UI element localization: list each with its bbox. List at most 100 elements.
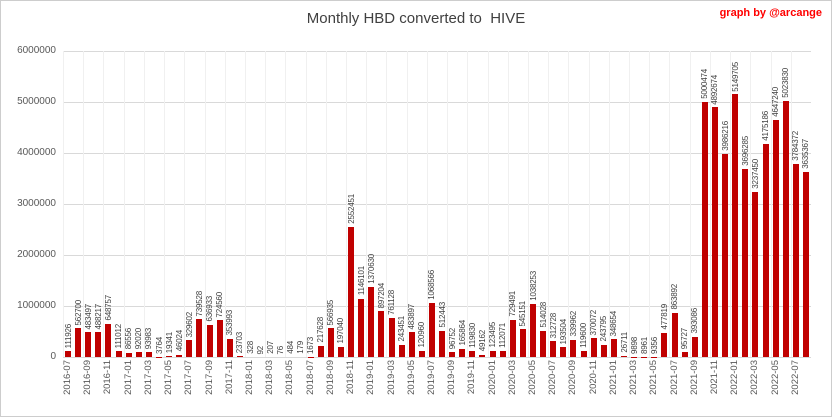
bar — [428, 302, 435, 357]
bar-value-label: 179 — [296, 341, 306, 354]
bar — [226, 338, 233, 357]
x-axis-label: 2022-05 — [769, 360, 781, 395]
bar — [621, 355, 627, 357]
x-axis-label: 2022-01 — [729, 360, 741, 395]
plot-area: 111926 562700 483497 488217 648757 111012 8655… — [63, 50, 811, 358]
x-axis-label: 2020-05 — [527, 360, 539, 395]
chart-title: Monthly HBD converted to HIVE — [306, 10, 526, 27]
x-axis-label: 2019-09 — [446, 360, 458, 395]
bar-value-label: 111012 — [114, 324, 124, 349]
bar — [631, 356, 638, 357]
y-axis: 0 1000000 2000000 3000000 4000000 5000000 6000… — [1, 45, 56, 362]
bar — [388, 318, 395, 357]
bar-value-label: 4892674 — [710, 74, 720, 105]
bar-value-label: 92 — [255, 345, 265, 355]
bar — [236, 355, 243, 357]
bar-value-label: 370072 — [589, 309, 599, 336]
gridline-vertical — [527, 51, 529, 357]
bar — [792, 164, 799, 357]
x-axis-label: 2020-11 — [587, 360, 599, 395]
bar-value-label: 96752 — [447, 327, 457, 350]
y-axis-label: 0 — [50, 351, 56, 362]
y-axis-label: 1000000 — [17, 300, 56, 311]
bar — [368, 287, 375, 357]
x-axis-label: 2017-11 — [223, 360, 235, 395]
bar-value-label: 119600 — [579, 323, 589, 348]
bar-value-label: 3237450 — [750, 159, 760, 189]
bar — [186, 340, 193, 357]
bar — [439, 330, 446, 357]
bar-value-label: 86556 — [124, 328, 134, 350]
bar — [519, 329, 526, 357]
gridline-vertical — [386, 51, 388, 357]
bar — [722, 153, 729, 357]
bar-value-label: 3986216 — [720, 120, 730, 151]
bar-value-label: 484 — [285, 341, 295, 354]
gridline-vertical — [164, 51, 166, 357]
bar-value-label: 1068566 — [427, 269, 437, 300]
bar-value-label: 3764 — [154, 336, 164, 354]
x-axis-label: 2017-09 — [203, 360, 215, 395]
bar-value-label: 761128 — [387, 290, 396, 316]
bar-value-label: 1673 — [306, 336, 316, 354]
bar — [166, 356, 173, 357]
x-axis-label: 2020-09 — [567, 360, 579, 395]
x-axis-label: 2021-09 — [688, 360, 700, 395]
bar-value-label: 193504 — [558, 318, 568, 345]
bar — [459, 348, 466, 357]
bar-value-label: 477819 — [659, 304, 669, 330]
gridline-vertical — [568, 51, 570, 357]
bar-value-label: 3696285 — [740, 135, 750, 166]
bar-value-label: 1146101 — [356, 266, 366, 296]
gridline-vertical — [507, 51, 509, 357]
bar — [216, 320, 223, 357]
x-axis-label: 2019-07 — [425, 360, 437, 395]
bar-value-label: 863892 — [670, 284, 680, 310]
gridline-vertical — [689, 51, 691, 357]
x-axis-label: 2018-01 — [244, 360, 255, 395]
y-axis-label: 5000000 — [17, 96, 56, 107]
bar — [378, 311, 385, 357]
bar — [135, 352, 142, 357]
x-axis-label: 2017-07 — [183, 360, 195, 395]
bar — [489, 350, 496, 357]
gridline-vertical — [346, 51, 348, 357]
x-axis-label: 2019-11 — [466, 360, 478, 395]
gridline-vertical — [83, 51, 85, 357]
y-axis-label: 2000000 — [17, 249, 56, 260]
bar-value-label: 483497 — [83, 303, 93, 330]
gridline-vertical — [366, 51, 368, 357]
bar-value-label: 339962 — [568, 311, 578, 337]
x-axis-label: 2022-07 — [789, 360, 801, 395]
gridline — [63, 101, 811, 103]
gridline — [63, 305, 811, 307]
gridline-vertical — [63, 51, 64, 357]
x-axis-label: 2020-07 — [547, 360, 559, 395]
bar — [105, 323, 112, 357]
bar — [530, 304, 537, 357]
gridline-vertical — [709, 51, 711, 357]
gridline — [63, 203, 811, 205]
bar-value-label: 95727 — [680, 327, 690, 350]
gridline-vertical — [790, 51, 792, 357]
x-axis-label: 2021-07 — [668, 360, 680, 395]
bar — [479, 354, 486, 357]
bar-value-label: 19341 — [164, 331, 174, 354]
x-axis-label: 2022-03 — [749, 360, 761, 395]
bar-value-label: 123495 — [488, 322, 498, 348]
gridline-vertical — [669, 51, 671, 357]
bar-value-label: 566935 — [326, 299, 336, 326]
bar — [95, 332, 102, 357]
bar-value-label: 897204 — [376, 282, 386, 309]
bar-value-label: 243795 — [599, 316, 609, 342]
bar — [398, 344, 405, 357]
gridline — [63, 50, 811, 52]
bar — [742, 168, 749, 357]
bar-value-label: 4175186 — [761, 111, 770, 142]
x-axis: 2016-07 2016-09 2016-11 2017-01 2017-03 2017-… — [62, 360, 811, 412]
x-axis-label: 2018-09 — [324, 360, 336, 395]
gridline-vertical — [629, 51, 631, 357]
x-axis-label: 2020-03 — [506, 360, 518, 395]
bar-value-label: 514028 — [538, 302, 548, 328]
